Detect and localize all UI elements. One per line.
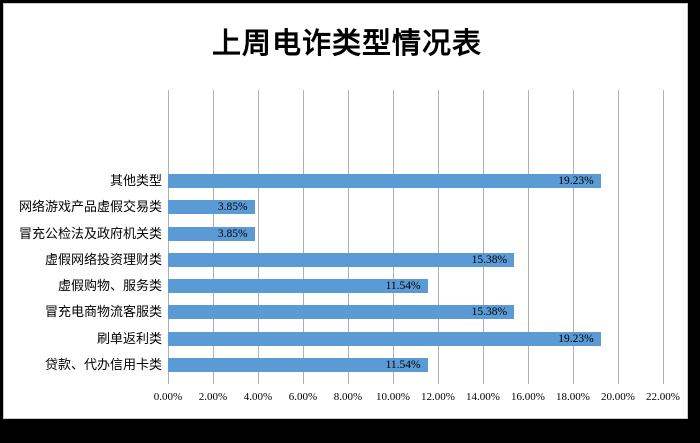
bar-value-label: 3.85% <box>217 201 248 214</box>
gridline <box>348 90 349 384</box>
bar: 3.85% <box>168 200 255 215</box>
chart-title: 上周电诈类型情况表 <box>211 28 482 60</box>
bar-value-label: 15.38% <box>471 253 508 266</box>
category-label: 冒充公检法及政府机关类 <box>18 225 162 241</box>
x-axis-tick-label: 14.00% <box>466 391 500 403</box>
gridline <box>573 90 574 384</box>
bar: 19.23% <box>168 331 601 346</box>
bar-value-label: 11.54% <box>385 358 421 371</box>
category-label: 虚假购物、服务类 <box>57 278 162 293</box>
x-axis-tick-label: 22.00% <box>646 391 680 403</box>
x-axis-tick-label: 18.00% <box>556 391 590 403</box>
bar-value-label: 3.85% <box>217 227 248 240</box>
gridline <box>438 90 439 384</box>
bar-value-label: 19.23% <box>558 175 594 188</box>
category-label: 冒充电商物流客服类 <box>44 304 162 320</box>
x-axis-tick-label: 20.00% <box>601 391 635 403</box>
category-label: 其他类型 <box>109 173 162 188</box>
bar-value-label: 11.54% <box>385 280 421 293</box>
x-axis-tick-label: 16.00% <box>511 391 545 403</box>
bar-value-label: 19.23% <box>558 332 594 345</box>
bar: 11.54% <box>168 279 428 294</box>
bar: 15.38% <box>168 305 515 320</box>
bar: 19.23% <box>168 174 601 189</box>
bar: 3.85% <box>168 226 255 241</box>
x-axis-tick-label: 6.00% <box>288 391 318 403</box>
category-label: 网络游戏产品虚假交易类 <box>18 199 162 215</box>
gridline <box>483 90 484 384</box>
x-axis-tick-label: 0.00% <box>153 391 183 403</box>
bar: 11.54% <box>168 357 428 372</box>
gridline <box>393 90 394 384</box>
gridline <box>528 90 529 384</box>
bar: 15.38% <box>168 252 515 267</box>
bar-value-label: 15.38% <box>471 306 508 319</box>
x-axis-tick-label: 2.00% <box>198 391 228 403</box>
category-label: 刷单返利类 <box>96 330 162 346</box>
gridline <box>663 90 664 384</box>
x-axis-tick-label: 12.00% <box>421 391 455 403</box>
x-axis-tick-label: 4.00% <box>243 391 273 403</box>
category-label: 虚假网络投资理财类 <box>44 251 162 267</box>
category-label: 贷款、代办信用卡类 <box>44 356 162 372</box>
gridline <box>618 90 619 384</box>
x-axis-tick-label: 8.00% <box>333 391 363 403</box>
gridline <box>258 90 259 384</box>
x-axis-tick-label: 10.00% <box>376 391 410 403</box>
gridline <box>303 90 304 384</box>
